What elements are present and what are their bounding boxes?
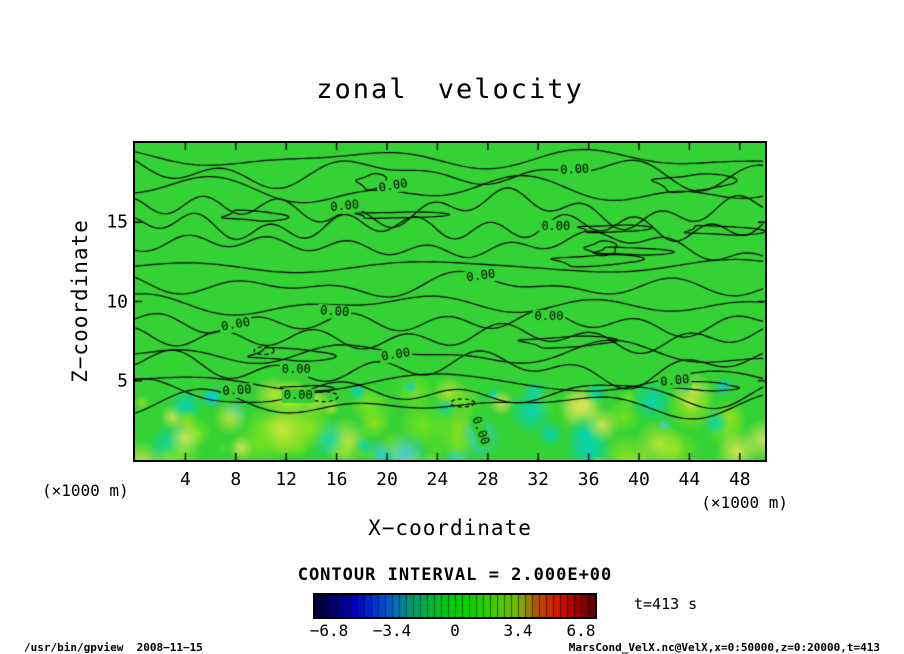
x-tick-label: 20	[376, 469, 398, 490]
colorbar-tick-labels: −6.8 −3.4 0 3.4 6.8	[310, 621, 596, 641]
colorbar-tick-label: 0	[450, 621, 460, 640]
x-axis-label: X−coordinate	[368, 516, 532, 540]
y-axis-ticks: 5 10 15	[92, 143, 128, 460]
colorbar-tick-label: 6.8	[566, 621, 596, 640]
contour-interval-note: CONTOUR INTERVAL = 2.000E+00	[297, 565, 613, 585]
x-tick-label: 44	[678, 469, 701, 490]
x-axis-ticks: 4 8 12 16 20 24 28 32 36 40 44 48	[135, 469, 765, 493]
x-tick-label: 16	[325, 469, 348, 490]
plot-title: zonal velocity	[316, 74, 584, 105]
footer-command: /usr/bin/gpview 2008−11−15	[24, 641, 203, 654]
y-tick-label: 5	[117, 370, 128, 392]
y-tick-label: 15	[106, 211, 128, 233]
contour-plot-canvas	[135, 143, 765, 460]
y-axis-label: Z−coordinate	[68, 219, 92, 383]
colorbar-frame	[313, 593, 597, 619]
x-tick-label: 12	[275, 469, 298, 490]
time-label: t=413 s	[634, 595, 698, 613]
y-axis-unit: (×1000 m)	[42, 481, 129, 500]
colorbar-tick-label: −3.4	[372, 621, 412, 640]
x-tick-label: 28	[476, 469, 499, 490]
x-tick-label: 40	[628, 469, 650, 490]
y-tick-label: 10	[106, 291, 128, 312]
x-tick-label: 32	[527, 469, 550, 490]
colorbar	[315, 595, 595, 617]
x-tick-label: 8	[230, 469, 242, 490]
colorbar-tick-label: 3.4	[503, 621, 533, 640]
colorbar-tick-label: −6.8	[309, 621, 349, 640]
x-axis-unit: (×1000 m)	[701, 493, 788, 512]
plot-frame	[133, 141, 767, 462]
x-tick-label: 48	[728, 469, 751, 490]
footer-dataset: MarsCond_VelX.nc@VelX,x=0:50000,z=0:2000…	[568, 641, 880, 654]
x-tick-label: 24	[426, 469, 449, 490]
x-tick-label: 4	[179, 469, 191, 490]
x-tick-label: 36	[577, 469, 600, 490]
